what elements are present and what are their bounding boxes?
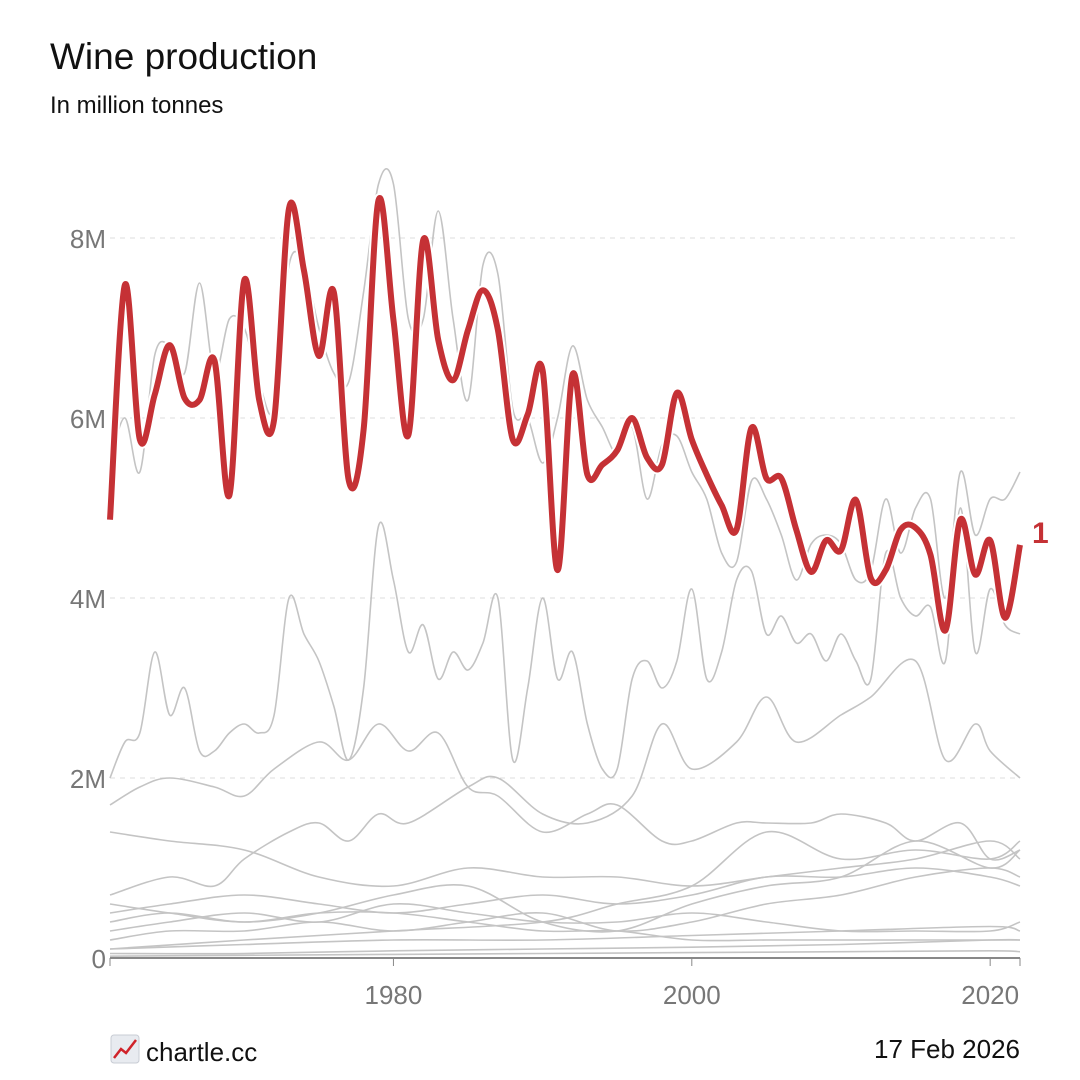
series-line (109, 867, 1021, 941)
series-line (109, 831, 1021, 888)
y-tick-label: 6M (70, 404, 106, 434)
y-tick-label: 8M (70, 224, 106, 254)
highlight-line-halo (105, 192, 1025, 636)
footer-date: 17 Feb 2026 (873, 1034, 1020, 1064)
footer-source[interactable]: chartle.cc (110, 1034, 257, 1071)
highlight-series-line (107, 194, 1023, 634)
y-tick-label: 4M (70, 584, 106, 614)
chart-subtitle: In million tonnes (50, 92, 224, 119)
series-line (109, 949, 1021, 957)
x-tick-label: 2020 (961, 980, 1019, 1010)
series-line (109, 903, 1021, 933)
chart-increasing-icon (110, 1034, 140, 1071)
chart-title: Wine production (50, 36, 318, 77)
highlight-series-label: 1 (1032, 517, 1049, 550)
y-tick-label: 2M (70, 764, 106, 794)
y-tick-label: 0 (92, 944, 106, 974)
series-line (109, 723, 1021, 861)
x-tick-label: 2000 (663, 980, 721, 1010)
x-tick-label: 1980 (365, 980, 423, 1010)
series-line (109, 925, 1021, 950)
series-line (109, 830, 1021, 950)
series-line (109, 938, 1021, 955)
source-link[interactable]: chartle.cc (146, 1037, 258, 1067)
series-line (109, 903, 1020, 942)
series-line (109, 507, 1021, 779)
series-line (109, 658, 1021, 896)
series-line (109, 867, 1021, 914)
